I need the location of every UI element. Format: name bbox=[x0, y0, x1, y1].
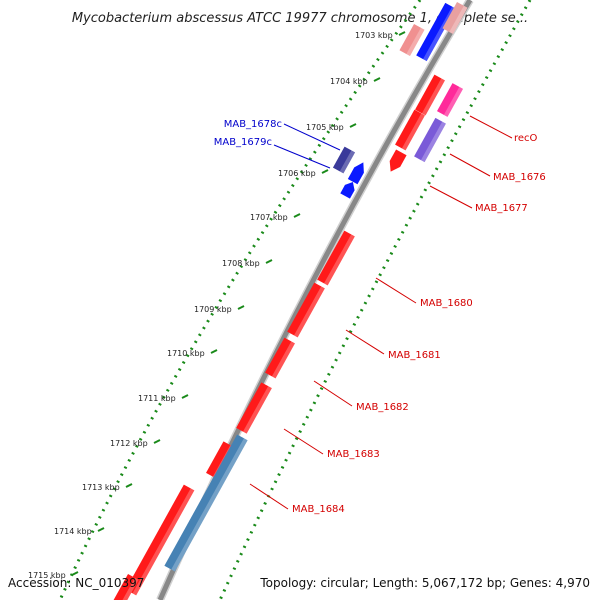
tick-mark bbox=[125, 483, 133, 488]
map-title: Mycobacterium abscessus ATCC 19977 chrom… bbox=[72, 11, 528, 26]
label-leader bbox=[449, 153, 491, 177]
tick-label: 1709 kbp bbox=[194, 305, 232, 314]
accession-text: Accession: NC_010397 bbox=[8, 576, 144, 590]
tick-label: 1713 kbp bbox=[82, 483, 120, 492]
gene-block-MAB_1680[interactable] bbox=[317, 230, 355, 286]
gene-block-MAB_1684[interactable] bbox=[164, 434, 248, 572]
tick-label: 1711 kbp bbox=[138, 394, 176, 403]
gene-label-MAB_1683[interactable]: MAB_1683 bbox=[327, 449, 380, 460]
gene-label-MAB_1677[interactable]: MAB_1677 bbox=[475, 203, 528, 214]
tick-label: 1712 kbp bbox=[110, 439, 148, 448]
tick-label: 1710 kbp bbox=[167, 349, 205, 358]
gene-label-recO[interactable]: recO bbox=[514, 133, 538, 144]
gene-block-top-faded[interactable] bbox=[442, 1, 468, 35]
tick-label: 1703 kbp bbox=[355, 31, 393, 40]
tick-mark bbox=[265, 259, 273, 264]
gene-block-MAB_1681[interactable] bbox=[287, 282, 325, 338]
tick-mark bbox=[210, 349, 218, 354]
label-layer: MAB_1678c MAB_1679c recO MAB_1676 MAB_1677 MA… bbox=[214, 115, 546, 515]
gene-label-MAB_1679c[interactable]: MAB_1679c bbox=[214, 137, 272, 148]
gene-block-MAB_1676-purple[interactable] bbox=[414, 117, 446, 163]
gene-label-MAB_1678c[interactable]: MAB_1678c bbox=[224, 119, 282, 130]
label-leader bbox=[345, 329, 385, 355]
tick-label: 1704 kbp bbox=[330, 77, 368, 86]
label-leader bbox=[249, 483, 289, 510]
gene-label-MAB_1676[interactable]: MAB_1676 bbox=[493, 172, 546, 183]
label-leader bbox=[429, 185, 473, 209]
label-leader bbox=[273, 144, 331, 169]
gene-block-MAB_1676[interactable] bbox=[395, 109, 425, 151]
tick-label: 1706 kbp bbox=[278, 169, 316, 178]
tick-mark bbox=[97, 527, 105, 532]
gene-block-MAB_1678c[interactable] bbox=[332, 146, 356, 174]
tick-label: 1715 kbp bbox=[28, 571, 66, 580]
tick-mark bbox=[153, 439, 161, 444]
tick-mark bbox=[373, 77, 381, 82]
gene-arrow-MAB_1679c-b[interactable] bbox=[340, 179, 357, 199]
tick-mark bbox=[321, 169, 329, 174]
tick-layer: 1703 kbp 1704 kbp 1705 kbp 1706 kbp 1707 kbp… bbox=[28, 31, 406, 580]
gene-block-MAB_1683[interactable] bbox=[236, 382, 272, 434]
label-leader bbox=[283, 428, 324, 455]
gene-block-bottom[interactable] bbox=[113, 573, 139, 600]
gene-arrow-MAB_1679c[interactable] bbox=[347, 160, 368, 185]
summary-text: Topology: circular; Length: 5,067,172 bp… bbox=[259, 576, 590, 590]
gene-block-recO[interactable] bbox=[436, 83, 464, 117]
tick-mark bbox=[71, 571, 79, 576]
inner-tick-track bbox=[218, 0, 532, 600]
tick-label: 1707 kbp bbox=[250, 213, 288, 222]
tick-mark bbox=[398, 31, 406, 36]
gene-label-MAB_1680[interactable]: MAB_1680 bbox=[420, 298, 473, 309]
tick-label: 1714 kbp bbox=[54, 527, 92, 536]
tick-mark bbox=[293, 213, 301, 218]
label-leader bbox=[283, 123, 341, 151]
label-leader bbox=[313, 380, 353, 407]
gene-label-MAB_1681[interactable]: MAB_1681 bbox=[388, 350, 441, 361]
tick-mark bbox=[181, 394, 189, 399]
tick-label: 1708 kbp bbox=[222, 259, 260, 268]
gene-layer bbox=[113, 1, 468, 600]
label-leader bbox=[469, 115, 513, 139]
outer-tick-track bbox=[58, 0, 422, 600]
gene-block-MAB_1684-red[interactable] bbox=[125, 484, 195, 596]
gene-block-recO-partner[interactable] bbox=[415, 74, 445, 116]
gene-label-MAB_1682[interactable]: MAB_1682 bbox=[356, 402, 409, 413]
gene-arrow-MAB_1677[interactable] bbox=[385, 149, 407, 174]
gene-label-MAB_1684[interactable]: MAB_1684 bbox=[292, 504, 345, 515]
tick-mark bbox=[349, 123, 357, 128]
label-leader bbox=[375, 277, 417, 304]
gene-block-MAB_1682[interactable] bbox=[265, 337, 295, 379]
tick-label: 1705 kbp bbox=[306, 123, 344, 132]
tick-mark bbox=[237, 305, 245, 310]
gene-block-top-pale[interactable] bbox=[399, 23, 425, 57]
